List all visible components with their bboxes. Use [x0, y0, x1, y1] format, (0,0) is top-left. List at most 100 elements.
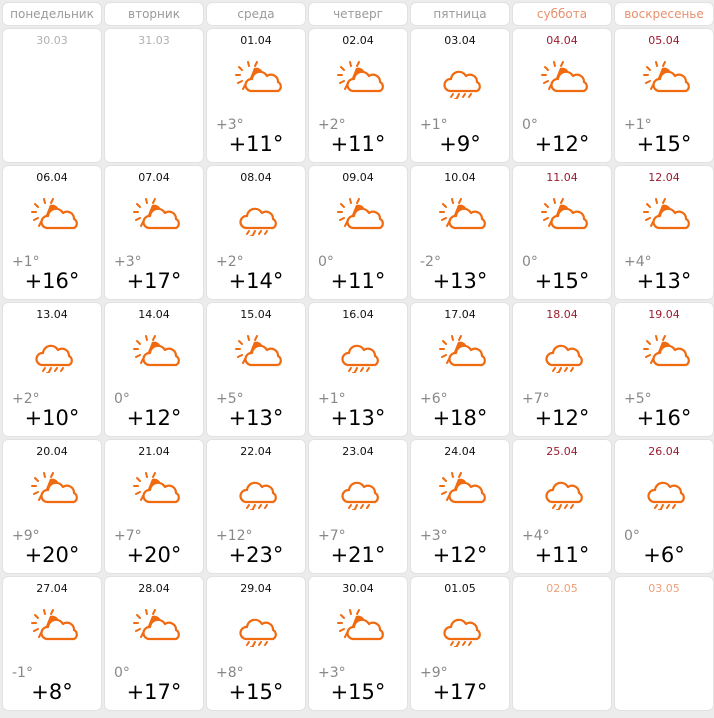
day-date: 31.03: [138, 34, 170, 47]
day-cell[interactable]: 28.04 0° +17°: [104, 576, 204, 711]
rain-icon: [539, 333, 589, 374]
day-cell[interactable]: 11.04 0° +15°: [512, 165, 612, 300]
day-cell[interactable]: 05.04 +1° +15°: [614, 28, 714, 163]
max-temperature: +17°: [126, 680, 182, 704]
max-temperature: +17°: [432, 680, 488, 704]
day-cell[interactable]: 09.04 0° +11°: [308, 165, 408, 300]
day-date: 30.03: [36, 34, 68, 47]
partly-cloudy-icon: [131, 470, 181, 510]
max-temperature: +13°: [330, 406, 386, 430]
day-date: 06.04: [36, 171, 68, 184]
day-cell[interactable]: 13.04 +2° +10°: [2, 302, 102, 437]
weekday-header: пятница: [410, 2, 510, 26]
day-cell[interactable]: 22.04 +12° +23°: [206, 439, 306, 574]
max-temperature: +15°: [330, 680, 386, 704]
partly-cloudy-icon: [131, 196, 181, 236]
day-cell[interactable]: 19.04 +5° +16°: [614, 302, 714, 437]
day-cell[interactable]: 17.04 +6° +18°: [410, 302, 510, 437]
day-cell[interactable]: 27.04 -1° +8°: [2, 576, 102, 711]
min-temperature: +2°: [12, 391, 40, 407]
weekday-header: четверг: [308, 2, 408, 26]
rain-icon: [641, 470, 691, 511]
day-cell[interactable]: 18.04 +7° +12°: [512, 302, 612, 437]
day-cell[interactable]: 30.03: [2, 28, 102, 163]
day-cell[interactable]: 15.04 +5° +13°: [206, 302, 306, 437]
day-cell[interactable]: 24.04 +3° +12°: [410, 439, 510, 574]
min-temperature: +7°: [522, 391, 550, 407]
min-temperature: +7°: [114, 528, 142, 544]
day-date: 21.04: [138, 445, 170, 458]
day-cell[interactable]: 03.05: [614, 576, 714, 711]
day-date: 15.04: [240, 308, 272, 321]
rain-icon: [437, 607, 487, 648]
rain-icon: [29, 333, 79, 374]
day-cell[interactable]: 01.05 +9° +17°: [410, 576, 510, 711]
min-temperature: -1°: [12, 665, 33, 681]
day-cell[interactable]: 03.04 +1° +9°: [410, 28, 510, 163]
day-date: 03.04: [444, 34, 476, 47]
rain-icon: [335, 333, 385, 374]
min-temperature: +1°: [420, 117, 448, 133]
max-temperature: +11°: [330, 132, 386, 156]
min-temperature: +3°: [420, 528, 448, 544]
day-cell[interactable]: 14.04 0° +12°: [104, 302, 204, 437]
day-cell[interactable]: 29.04 +8° +15°: [206, 576, 306, 711]
day-date: 13.04: [36, 308, 68, 321]
max-temperature: +11°: [534, 543, 590, 567]
day-cell[interactable]: 31.03: [104, 28, 204, 163]
min-temperature: +2°: [318, 117, 346, 133]
max-temperature: +16°: [24, 269, 80, 293]
day-date: 24.04: [444, 445, 476, 458]
day-cell[interactable]: 08.04 +2° +14°: [206, 165, 306, 300]
day-cell[interactable]: 23.04 +7° +21°: [308, 439, 408, 574]
day-cell[interactable]: 06.04 +1° +16°: [2, 165, 102, 300]
min-temperature: +7°: [318, 528, 346, 544]
day-cell[interactable]: 30.04 +3° +15°: [308, 576, 408, 711]
day-cell[interactable]: 01.04 +3° +11°: [206, 28, 306, 163]
day-cell[interactable]: 10.04 -2° +13°: [410, 165, 510, 300]
max-temperature: +15°: [228, 680, 284, 704]
day-date: 08.04: [240, 171, 272, 184]
partly-cloudy-icon: [437, 333, 487, 373]
day-cell[interactable]: 07.04 +3° +17°: [104, 165, 204, 300]
max-temperature: +20°: [126, 543, 182, 567]
day-date: 17.04: [444, 308, 476, 321]
day-date: 12.04: [648, 171, 680, 184]
min-temperature: +2°: [216, 254, 244, 270]
day-cell[interactable]: 02.05: [512, 576, 612, 711]
min-temperature: +3°: [216, 117, 244, 133]
min-temperature: +5°: [624, 391, 652, 407]
partly-cloudy-icon: [29, 607, 79, 647]
day-date: 20.04: [36, 445, 68, 458]
day-cell[interactable]: 26.04 0° +6°: [614, 439, 714, 574]
day-cell[interactable]: 20.04 +9° +20°: [2, 439, 102, 574]
day-cell[interactable]: 02.04 +2° +11°: [308, 28, 408, 163]
day-date: 29.04: [240, 582, 272, 595]
min-temperature: 0°: [522, 117, 538, 133]
max-temperature: +6°: [643, 543, 685, 567]
partly-cloudy-icon: [335, 196, 385, 236]
min-temperature: +3°: [114, 254, 142, 270]
day-cell[interactable]: 25.04 +4° +11°: [512, 439, 612, 574]
day-date: 04.04: [546, 34, 578, 47]
day-cell[interactable]: 21.04 +7° +20°: [104, 439, 204, 574]
min-temperature: +1°: [624, 117, 652, 133]
max-temperature: +10°: [24, 406, 80, 430]
max-temperature: +11°: [330, 269, 386, 293]
min-temperature: +4°: [624, 254, 652, 270]
min-temperature: 0°: [318, 254, 334, 270]
max-temperature: +18°: [432, 406, 488, 430]
day-date: 30.04: [342, 582, 374, 595]
min-temperature: +1°: [12, 254, 40, 270]
rain-icon: [437, 59, 487, 100]
max-temperature: +9°: [439, 132, 481, 156]
max-temperature: +13°: [636, 269, 692, 293]
rain-icon: [233, 196, 283, 237]
day-date: 11.04: [546, 171, 578, 184]
day-cell[interactable]: 16.04 +1° +13°: [308, 302, 408, 437]
day-cell[interactable]: 04.04 0° +12°: [512, 28, 612, 163]
partly-cloudy-icon: [29, 470, 79, 510]
day-cell[interactable]: 12.04 +4° +13°: [614, 165, 714, 300]
day-date: 14.04: [138, 308, 170, 321]
